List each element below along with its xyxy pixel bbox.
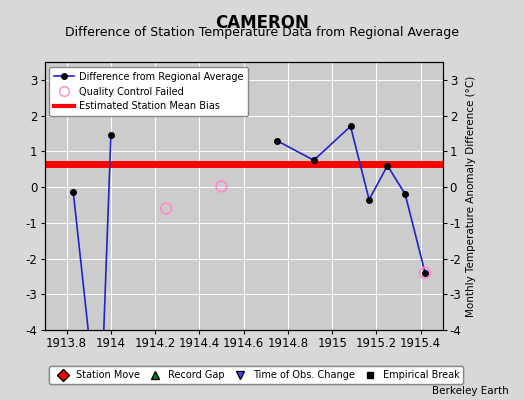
Point	[217, 183, 226, 190]
Point	[162, 205, 170, 212]
Point	[421, 270, 429, 276]
Text: Difference of Station Temperature Data from Regional Average: Difference of Station Temperature Data f…	[65, 26, 459, 39]
Text: CAMERON: CAMERON	[215, 14, 309, 32]
Y-axis label: Monthly Temperature Anomaly Difference (°C): Monthly Temperature Anomaly Difference (…	[466, 75, 476, 317]
Legend: Station Move, Record Gap, Time of Obs. Change, Empirical Break: Station Move, Record Gap, Time of Obs. C…	[49, 366, 463, 384]
Text: Berkeley Earth: Berkeley Earth	[432, 386, 508, 396]
